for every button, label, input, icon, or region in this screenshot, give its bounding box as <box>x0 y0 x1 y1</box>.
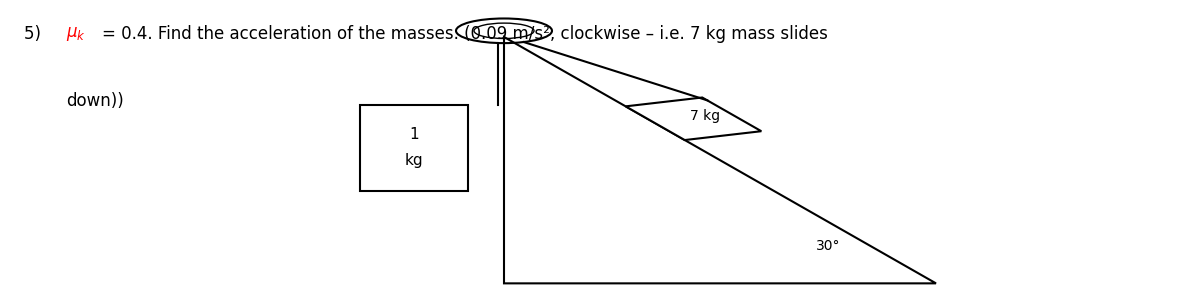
Text: 30°: 30° <box>816 239 840 253</box>
Text: $\mu_k$: $\mu_k$ <box>66 25 86 43</box>
Text: 7 kg: 7 kg <box>690 109 720 123</box>
Polygon shape <box>625 98 761 140</box>
Text: 1: 1 <box>409 128 419 142</box>
Text: down)): down)) <box>66 92 124 110</box>
FancyBboxPatch shape <box>360 105 468 191</box>
Text: 5): 5) <box>24 25 52 43</box>
Text: kg: kg <box>404 153 424 168</box>
Text: = 0.4. Find the acceleration of the masses. (0.09 m/s², clockwise – i.e. 7 kg ma: = 0.4. Find the acceleration of the mass… <box>102 25 828 43</box>
